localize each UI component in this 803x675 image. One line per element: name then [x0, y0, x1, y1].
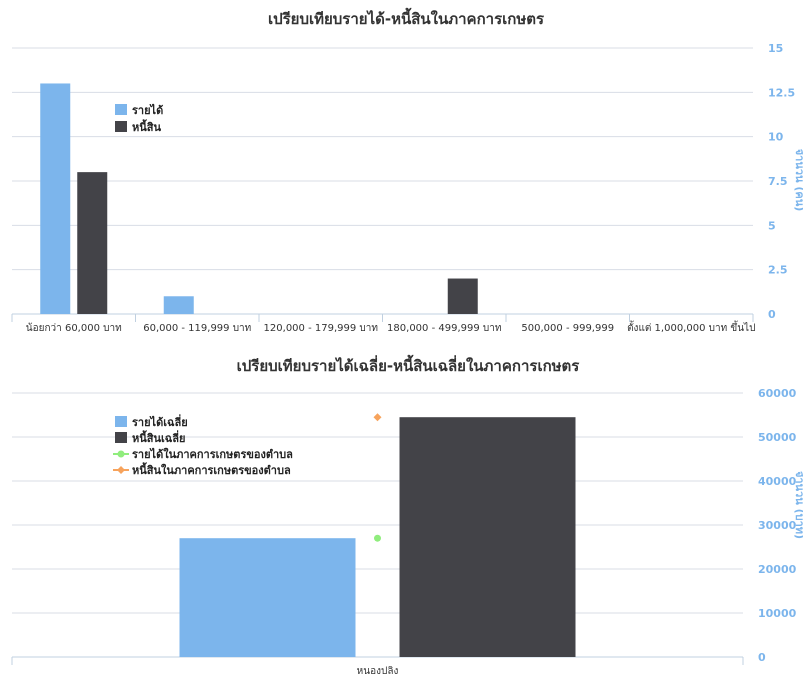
chart2-y-tick-label: 40000 [758, 475, 797, 488]
chart2-y-tick-label: 50000 [758, 431, 797, 444]
chart1-legend-label: หนี้สิน [132, 119, 161, 134]
chart1-legend-label: รายได้ [132, 103, 163, 117]
chart2-ylabel-group: จำนวน (บาท) [793, 471, 803, 539]
chart2-legend-swatch [115, 416, 127, 427]
chart2-y-tick-label: 10000 [758, 607, 797, 620]
chart2-y-tick-label: 20000 [758, 563, 797, 576]
chart1-y-tick-label: 2.5 [768, 264, 788, 277]
chart1-y-axis-title: จำนวน (คน) [793, 149, 803, 212]
chart1-y-tick-label: 7.5 [768, 175, 788, 188]
chart2-point-debt [373, 413, 382, 422]
chart2-title: เปรียบเทียบรายได้เฉลี่ย-หนี้สินเฉลี่ยในภ… [237, 354, 581, 375]
chart2-point-income [374, 534, 381, 542]
chart2-y-tick-label: 0 [758, 651, 766, 664]
chart2-bar-avg-debt [399, 417, 576, 657]
chart1-bar-income [163, 296, 194, 314]
chart1-x-tick-label: 60,000 - 119,999 บาท [143, 323, 251, 334]
chart1-bar-debt [447, 278, 478, 314]
chart1-y-tick-label: 15 [768, 42, 783, 55]
chart2-y-axis-title: จำนวน (บาท) [793, 471, 803, 539]
chart1-ylabel-group: จำนวน (คน) [793, 149, 803, 212]
chart1-y-tick-label: 5 [768, 219, 776, 232]
chart2-legend-swatch [115, 432, 127, 443]
chart2-legend-label: หนี้สินเฉลี่ย [132, 430, 185, 445]
chart1-x-tick-label: ตั้งแต่ 1,000,000 บาท ขึ้นไป [627, 320, 755, 334]
chart1-bar-income [40, 83, 71, 314]
chart1-x-tick-label: 500,000 - 999,999 [521, 323, 614, 334]
chart1-x-tick-label: 180,000 - 499,999 บาท [387, 323, 501, 334]
chart2-bar-avg-income [179, 538, 356, 657]
chart2-legend-marker [117, 450, 125, 458]
chart2-x-tick-label: หนองปลิง [357, 666, 399, 675]
chart1-x-tick-label: น้อยกว่า 60,000 บาท [26, 322, 122, 334]
chart2-legend-label: รายได้ในภาคการเกษตรของตำบล [132, 447, 293, 461]
chart1-x-tick-label: 120,000 - 179,999 บาท [264, 323, 378, 334]
chart2-y-tick-label: 60000 [758, 387, 797, 400]
chart1-y-tick-label: 10 [768, 131, 784, 144]
chart1-legend-swatch [115, 121, 127, 132]
chart2-legend-label: รายได้เฉลี่ย [132, 414, 188, 429]
income-debt-count-chart: เปรียบเทียบรายได้-หนี้สินในภาคการเกษตร จ… [11, 7, 803, 334]
chart2-y-tick-label: 30000 [758, 519, 797, 532]
chart1-legend-swatch [115, 104, 127, 115]
average-income-debt-chart: เปรียบเทียบรายได้เฉลี่ย-หนี้สินเฉลี่ยในภ… [11, 354, 803, 675]
chart1-y-tick-label: 12.5 [768, 86, 795, 99]
chart2-legend-label: หนี้สินในภาคการเกษตรของตำบล [132, 462, 291, 477]
chart1-y-tick-label: 0 [768, 308, 776, 321]
chart1-title: เปรียบเทียบรายได้-หนี้สินในภาคการเกษตร [268, 7, 545, 28]
chart1-bar-debt [77, 172, 108, 314]
chart2-legend-marker [117, 466, 125, 474]
